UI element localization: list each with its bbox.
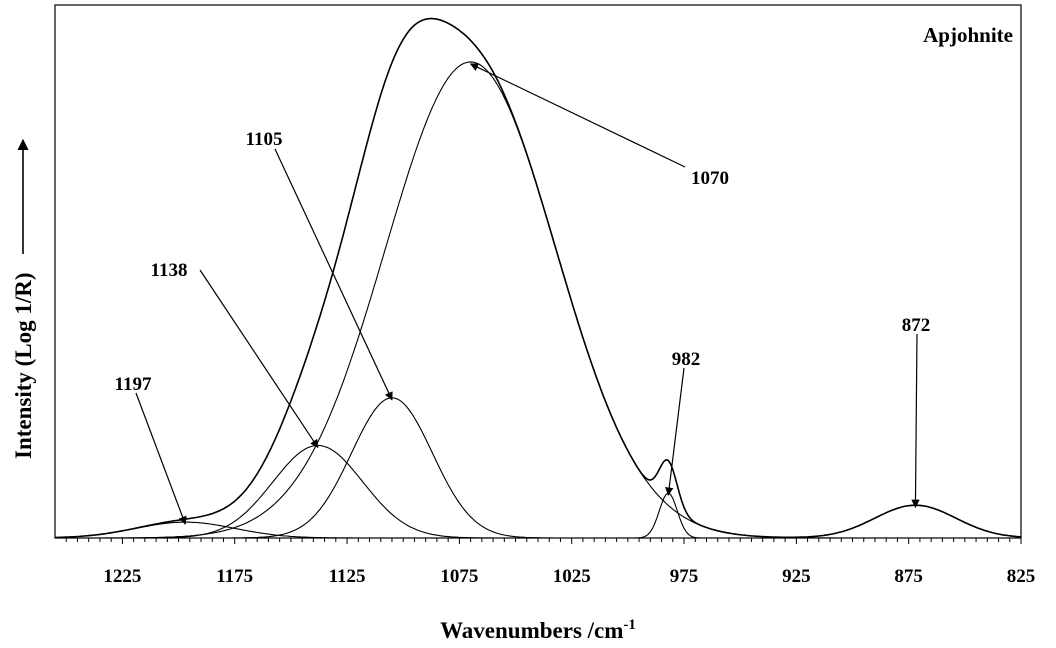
band-curve-1197: [54, 521, 1021, 539]
x-axis-title-text: Wavenumbers /cm: [440, 618, 623, 643]
annotation-label-1070: 1070: [691, 168, 729, 189]
annotation-arrow-1138: [199, 269, 319, 449]
x-axis-ticks: [65, 538, 1022, 544]
band-curve-1138: [55, 444, 1021, 539]
annotation-label-982: 982: [672, 349, 701, 370]
annotation-arrow-982: [665, 367, 685, 496]
annotation-labels: 1197 1138 1105 1070 982 872: [115, 129, 931, 395]
annotation-label-872: 872: [902, 315, 931, 336]
x-tick-label: 875: [894, 566, 923, 587]
envelope-curve: [54, 17, 1022, 539]
annotation-label-1105: 1105: [246, 129, 283, 150]
x-axis-title: Wavenumbers /cm-1: [440, 617, 636, 643]
x-tick-label: 1025: [553, 566, 591, 587]
band-curve-872: [55, 504, 1022, 539]
annotation-arrows: [135, 63, 920, 525]
x-axis-tick-labels: 1225 1175 1125 1075 1025 975 925 875 825: [103, 566, 1035, 587]
x-tick-label: 1175: [216, 566, 253, 587]
x-axis-title-superscript: -1: [623, 617, 636, 633]
x-tick-label: 975: [670, 566, 699, 587]
x-tick-label: 825: [1007, 566, 1036, 587]
annotation-arrow-872: [911, 333, 920, 509]
x-tick-label: 925: [782, 566, 811, 587]
plot-frame: [54, 4, 1022, 539]
band-curve-1070: [55, 61, 1021, 539]
x-tick-label: 1225: [103, 566, 141, 587]
annotation-label-1138: 1138: [151, 260, 188, 281]
annotation-arrow-1197: [135, 392, 187, 525]
chart-title: Apjohnite: [923, 23, 1013, 47]
annotation-arrow-1070: [469, 63, 686, 168]
band-curve-982: [55, 492, 1021, 539]
annotation-label-1197: 1197: [115, 374, 152, 395]
x-tick-label: 1075: [440, 566, 478, 587]
y-axis-title: Intensity (Log 1/R): [11, 272, 36, 459]
x-tick-label: 1125: [329, 566, 366, 587]
annotation-arrow-1105: [274, 148, 393, 401]
